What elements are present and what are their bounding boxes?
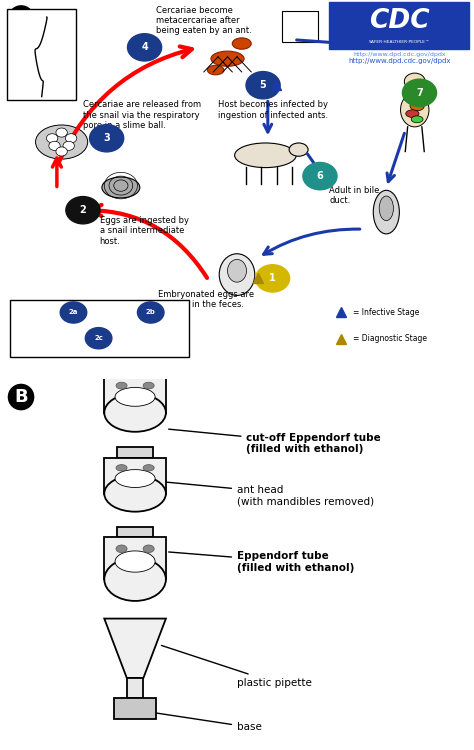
Ellipse shape [143, 382, 154, 389]
Text: Cercariae become
metacercariae after
being eaten by an ant.: Cercariae become metacercariae after bei… [156, 6, 252, 35]
Bar [117, 526, 153, 537]
Ellipse shape [104, 558, 166, 601]
Ellipse shape [406, 110, 419, 118]
Circle shape [246, 71, 280, 99]
Text: 2: 2 [80, 206, 86, 215]
Text: 4: 4 [141, 42, 148, 52]
Ellipse shape [410, 101, 424, 111]
Circle shape [303, 163, 337, 190]
Ellipse shape [116, 382, 127, 389]
Text: 3: 3 [103, 134, 110, 143]
FancyBboxPatch shape [10, 300, 189, 357]
Ellipse shape [104, 476, 166, 512]
FancyBboxPatch shape [282, 11, 318, 42]
Text: 1: 1 [269, 274, 276, 284]
Ellipse shape [379, 196, 393, 220]
Text: base: base [157, 713, 262, 732]
Text: = Diagnostic Stage: = Diagnostic Stage [353, 334, 427, 344]
Text: B: B [14, 388, 28, 406]
Text: 2b: 2b [146, 310, 155, 316]
Circle shape [85, 328, 112, 349]
Bar [117, 448, 153, 458]
Ellipse shape [401, 93, 429, 127]
Ellipse shape [289, 143, 308, 156]
Text: = Infective Stage: = Infective Stage [353, 308, 419, 317]
Ellipse shape [219, 254, 255, 296]
Text: 2c: 2c [94, 335, 103, 341]
Text: Miracidia: Miracidia [23, 308, 61, 317]
Text: ant head
(with mandibles removed): ant head (with mandibles removed) [166, 482, 374, 506]
FancyBboxPatch shape [7, 10, 76, 101]
Text: Eppendorf tube
(filled with ethanol): Eppendorf tube (filled with ethanol) [169, 551, 355, 573]
Ellipse shape [211, 51, 244, 66]
Text: cut-off Eppendorf tube
(filled with ethanol): cut-off Eppendorf tube (filled with etha… [169, 429, 381, 454]
Ellipse shape [116, 464, 127, 471]
Ellipse shape [115, 470, 155, 488]
Circle shape [49, 141, 60, 150]
Text: Host becomes infected by
ingestion of infected ants.: Host becomes infected by ingestion of in… [218, 100, 328, 120]
Ellipse shape [116, 545, 127, 553]
Ellipse shape [143, 464, 154, 471]
Ellipse shape [143, 545, 154, 553]
Ellipse shape [411, 116, 423, 123]
Text: Embryonated eggs are
shed in the feces.: Embryonated eggs are shed in the feces. [158, 290, 254, 309]
Text: A: A [14, 10, 28, 28]
Ellipse shape [115, 551, 155, 572]
Bar [104, 375, 166, 413]
Bar [104, 458, 166, 494]
Ellipse shape [373, 190, 399, 234]
Polygon shape [104, 619, 166, 678]
Ellipse shape [104, 394, 166, 432]
Text: 2a: 2a [69, 310, 78, 316]
Ellipse shape [207, 65, 224, 75]
Circle shape [128, 34, 162, 61]
Circle shape [56, 128, 67, 137]
Text: 5: 5 [260, 80, 266, 90]
Text: Eggs are ingested by
a snail intermediate
host.: Eggs are ingested by a snail intermediat… [100, 216, 189, 246]
Text: http://www.dpd.cdc.gov/dpdx: http://www.dpd.cdc.gov/dpdx [353, 53, 446, 57]
Circle shape [46, 134, 58, 142]
Circle shape [402, 80, 437, 106]
Text: 7: 7 [416, 88, 423, 98]
Circle shape [90, 124, 124, 152]
Text: plastic pipette: plastic pipette [162, 646, 312, 688]
Text: Sporocysts: Sporocysts [93, 308, 139, 317]
Circle shape [404, 73, 425, 90]
Circle shape [66, 196, 100, 223]
Circle shape [63, 141, 74, 150]
Circle shape [255, 265, 290, 292]
Ellipse shape [232, 38, 251, 50]
Text: 6: 6 [317, 171, 323, 181]
Text: Cercariae are released from
the snail via the respiratory
pore in a slime ball.: Cercariae are released from the snail vi… [83, 100, 201, 130]
Text: Adult in bile
duct.: Adult in bile duct. [329, 185, 380, 205]
Bar [104, 537, 166, 579]
Ellipse shape [115, 388, 155, 406]
Text: Cercariae: Cercariae [47, 334, 88, 343]
Ellipse shape [404, 94, 416, 102]
Ellipse shape [235, 143, 296, 167]
Ellipse shape [228, 260, 246, 282]
Circle shape [137, 302, 164, 323]
Text: CDC: CDC [369, 8, 430, 34]
Circle shape [56, 147, 67, 156]
Ellipse shape [36, 125, 88, 159]
Ellipse shape [102, 177, 140, 198]
Bar [127, 678, 143, 698]
FancyBboxPatch shape [329, 2, 469, 50]
Text: SAFER·HEALTHIER·PEOPLE™: SAFER·HEALTHIER·PEOPLE™ [369, 40, 430, 44]
Bar [114, 698, 156, 718]
Text: http://www.dpd.cdc.gov/dpdx: http://www.dpd.cdc.gov/dpdx [348, 58, 451, 64]
Circle shape [60, 302, 87, 323]
Circle shape [65, 134, 77, 142]
